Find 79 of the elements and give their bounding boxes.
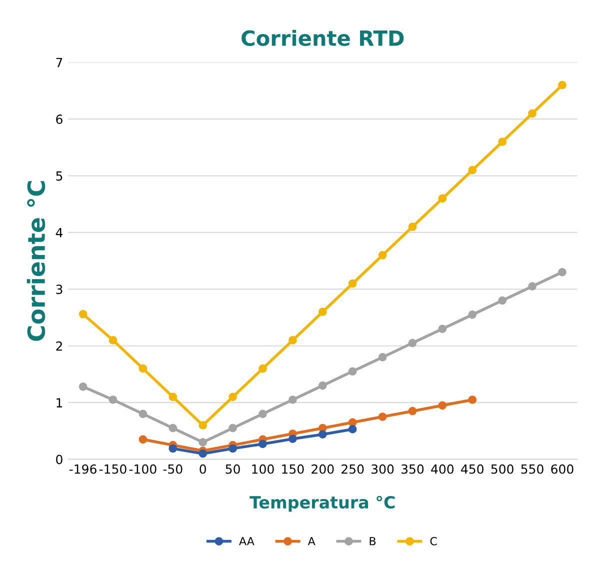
- y-axis-title: Corriente °C: [26, 181, 46, 341]
- y-tick-label: 7: [56, 58, 62, 68]
- point: [318, 381, 327, 390]
- y-tick-label: 6: [56, 114, 62, 124]
- y-tick-label: 3: [56, 284, 62, 294]
- point: [78, 382, 88, 391]
- point: [498, 296, 506, 305]
- point: [168, 392, 178, 402]
- point: [168, 424, 178, 432]
- point: [318, 430, 327, 438]
- point: [468, 396, 477, 404]
- x-tick-label: 0: [200, 464, 206, 474]
- point: [228, 392, 237, 402]
- point: [348, 279, 357, 288]
- point: [138, 435, 148, 444]
- point: [138, 364, 148, 373]
- point: [228, 424, 237, 432]
- point: [138, 410, 148, 418]
- chart-title: Corriente RTD: [242, 30, 404, 46]
- point: [78, 310, 88, 318]
- x-axis-title: Temperatura °C: [250, 496, 395, 512]
- point: [108, 336, 118, 344]
- point: [438, 194, 447, 203]
- x-tick-label: 200: [312, 464, 334, 474]
- point: [288, 336, 297, 344]
- point: [558, 268, 566, 276]
- point: [198, 421, 208, 430]
- point: [408, 338, 417, 348]
- point: [258, 440, 267, 448]
- point: [528, 282, 536, 290]
- x-tick-label: 450: [461, 464, 484, 474]
- x-tick-label: 550: [521, 464, 544, 474]
- point: [258, 410, 267, 418]
- point: [288, 396, 297, 404]
- x-tick-label: -50: [163, 464, 182, 474]
- point: [198, 438, 208, 446]
- point: [348, 418, 357, 427]
- x-tick-label: 350: [402, 464, 424, 474]
- x-tick-label: 300: [372, 464, 394, 474]
- x-tick-label: 50: [226, 464, 240, 474]
- point: [258, 364, 267, 373]
- y-tick-label: 0: [56, 454, 62, 464]
- point: [108, 396, 118, 404]
- point: [468, 310, 477, 319]
- y-tick-label: 2: [56, 341, 62, 351]
- point: [438, 324, 447, 334]
- point: [558, 80, 566, 90]
- x-tick-label: 600: [551, 464, 574, 474]
- point: [438, 401, 447, 410]
- point: [348, 425, 357, 434]
- x-tick-label: 150: [282, 464, 304, 474]
- y-tick-label: 1: [56, 398, 62, 408]
- point: [228, 444, 237, 453]
- legend-label: A: [308, 537, 316, 546]
- legend-label: AA: [239, 537, 254, 546]
- point: [318, 308, 327, 316]
- x-tick-label: 400: [431, 464, 454, 474]
- x-tick-label: -150: [99, 464, 126, 474]
- point: [288, 434, 297, 444]
- point: [408, 406, 417, 416]
- y-tick-label: 4: [56, 228, 63, 238]
- point: [348, 367, 357, 376]
- point: [378, 353, 387, 362]
- point: [168, 444, 178, 453]
- point: [498, 138, 506, 146]
- x-tick-label: -100: [129, 464, 156, 474]
- x-tick-label: 250: [342, 464, 364, 474]
- point: [528, 109, 536, 118]
- x-tick-label: 500: [491, 464, 514, 474]
- point: [468, 166, 477, 174]
- point: [408, 222, 417, 231]
- point: [198, 449, 208, 458]
- legend-label: C: [430, 536, 437, 546]
- point: [378, 412, 387, 421]
- point: [378, 250, 387, 260]
- x-tick-label: -196: [69, 464, 96, 474]
- legend-label: B: [370, 537, 376, 546]
- x-tick-label: 100: [252, 464, 274, 474]
- y-tick-label: 5: [56, 171, 62, 181]
